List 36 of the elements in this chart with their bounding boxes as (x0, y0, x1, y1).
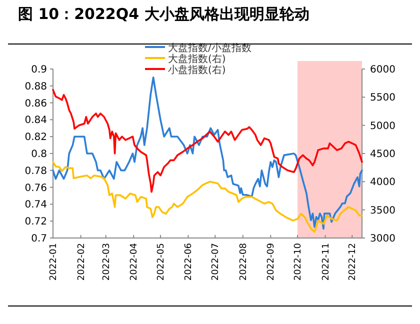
legend-label: 小盘指数(右) (168, 64, 226, 76)
y2-tick-label: 5500 (370, 92, 396, 104)
y2-tick-label: 3000 (370, 234, 396, 244)
x-tick-label: 2022-12 (348, 243, 358, 281)
x-tick-label: 2022-07 (211, 243, 222, 281)
y-tick-label: 0.86 (24, 98, 47, 110)
y-tick-label: 0.74 (24, 200, 47, 211)
x-tick-label: 2022-01 (49, 243, 59, 281)
x-tick-label: 2022-10 (294, 242, 304, 281)
y-tick-label: 0.78 (24, 166, 47, 177)
y-tick-label: 0.84 (24, 115, 47, 126)
line-series (52, 88, 363, 193)
x-tick-label: 2022-11 (321, 243, 332, 281)
x-tick-label: 2022-02 (76, 243, 87, 281)
x-tick-label: 2022-09 (266, 242, 277, 281)
y-tick-label: 0.88 (24, 81, 47, 92)
y-tick-label: 0.7 (31, 234, 47, 244)
y2-tick-label: 5000 (370, 120, 396, 132)
y-tick-label: 0.76 (24, 182, 47, 194)
x-tick-label: 2022-05 (156, 243, 166, 281)
line-series (52, 161, 363, 233)
y2-tick-label: 4500 (370, 149, 396, 160)
x-tick-label: 2022-04 (130, 242, 140, 281)
line-series (52, 76, 363, 230)
x-tick-label: 2022-03 (102, 243, 112, 281)
x-tick-label: 2022-06 (184, 242, 194, 281)
x-tick-label: 2022-08 (238, 242, 249, 281)
y-tick-label: 0.82 (24, 132, 47, 144)
chart-title: 图 10：2022Q4 大小盘风格出现明显轮动 (18, 5, 310, 23)
y2-tick-label: 3500 (370, 205, 396, 216)
y2-tick-label: 4000 (370, 177, 396, 188)
y-tick-label: 0.72 (24, 216, 47, 228)
y-tick-label: 0.8 (31, 149, 47, 160)
legend-label: 大盘指数(右) (168, 53, 226, 65)
y-tick-label: 0.9 (31, 64, 47, 76)
y2-tick-label: 6000 (370, 64, 396, 76)
